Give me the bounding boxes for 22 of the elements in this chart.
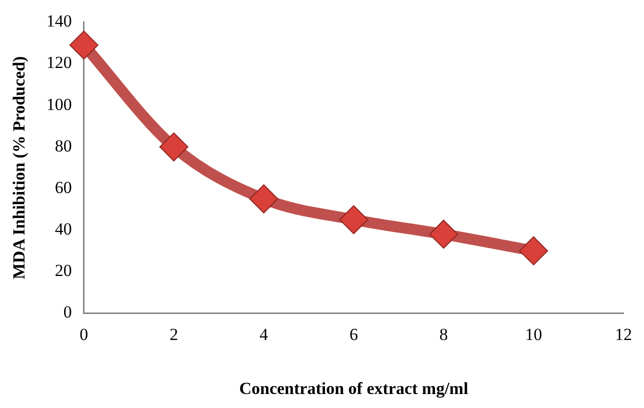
point [429,220,458,249]
point [249,184,278,214]
y-tick-label: 80 [54,136,72,156]
point [159,132,188,162]
x-tick-label: 4 [260,324,269,344]
y-tick-label: 140 [46,12,72,31]
y-tick-label: 40 [54,220,72,239]
y-tick-label: 20 [54,261,72,280]
y-tick-label: 60 [54,178,72,197]
y-tick-label: 120 [46,53,72,72]
x-tick-label: 10 [525,324,542,344]
point [519,236,548,266]
x-tick-label: 12 [615,324,632,344]
x-tick-label: 0 [80,324,88,344]
y-tick-label: 0 [63,302,72,322]
y-tick-label: 100 [46,94,72,114]
x-tick-label: 6 [349,324,358,344]
x-tick-label: 2 [170,324,178,344]
y-axis-title: MDA Inhibition (% Produced) [10,56,29,280]
point [339,205,368,234]
x-tick-label: 8 [439,324,448,344]
x-axis-title: Concentration of extract mg/ml [239,379,468,398]
